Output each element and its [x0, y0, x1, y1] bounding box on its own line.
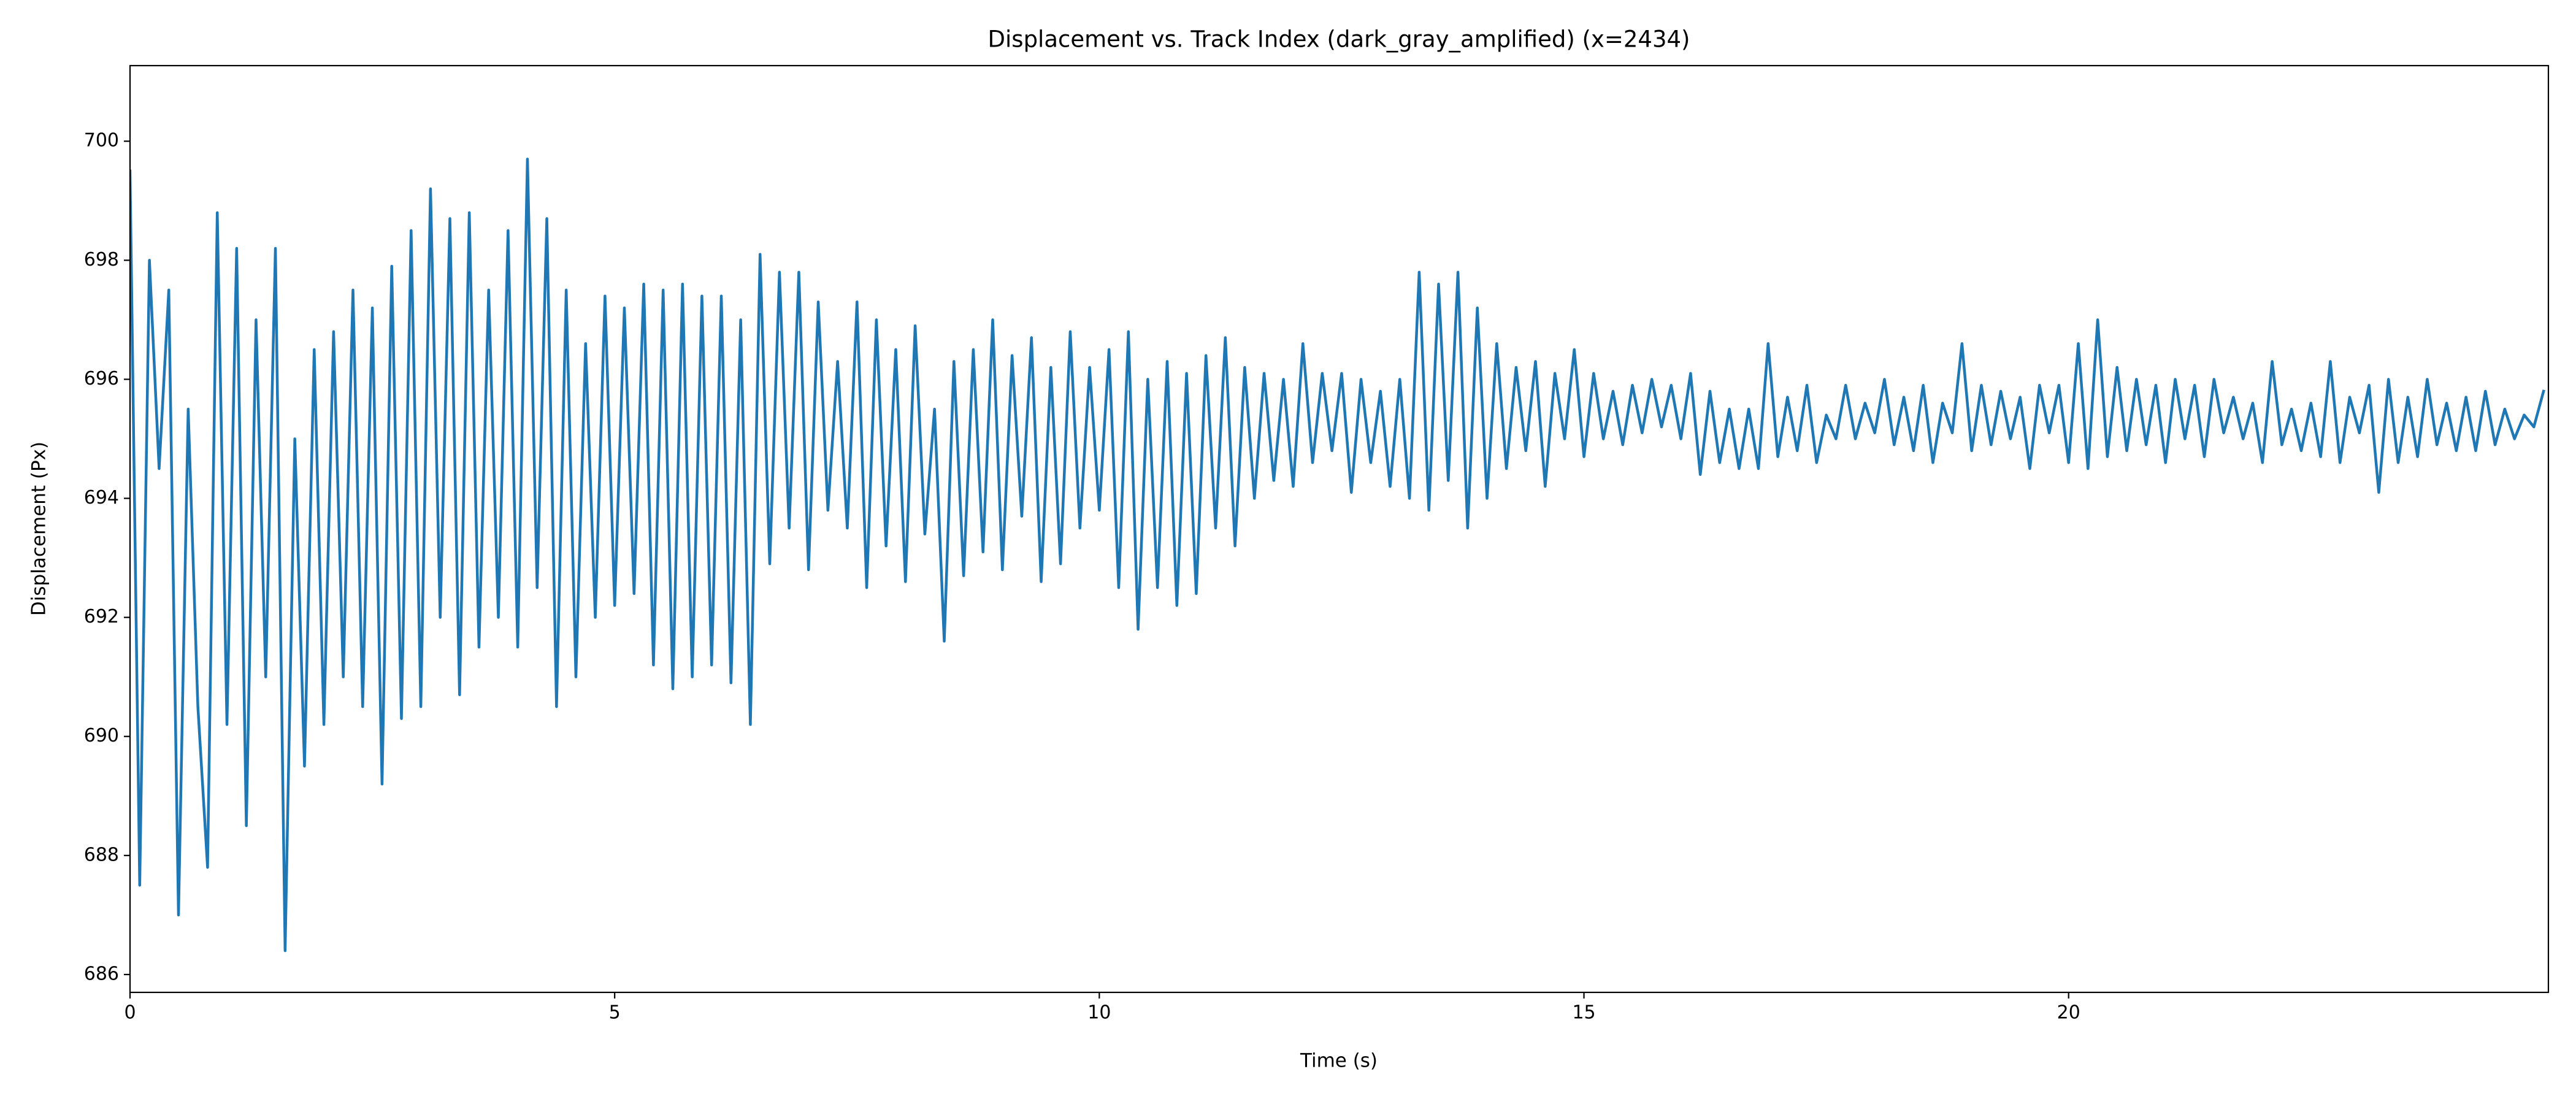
x-tick-label: 20: [2057, 1002, 2080, 1024]
y-tick-label: 698: [84, 249, 119, 270]
y-tick-label: 694: [84, 487, 119, 508]
x-axis-label: Time (s): [1300, 1050, 1378, 1072]
y-tick-label: 688: [84, 844, 119, 865]
y-axis-label: Displacement (Px): [28, 442, 50, 616]
y-tick-label: 692: [84, 606, 119, 627]
y-tick-label: 690: [84, 725, 119, 746]
x-tick-label: 15: [1572, 1002, 1595, 1024]
x-tick-label: 10: [1087, 1002, 1111, 1024]
y-tick-label: 696: [84, 368, 119, 389]
chart-title: Displacement vs. Track Index (dark_gray_…: [988, 26, 1690, 53]
y-tick-label: 700: [84, 130, 119, 151]
plot-frame: [129, 64, 2550, 994]
x-tick-label: 5: [609, 1002, 621, 1024]
y-tick-label: 686: [84, 963, 119, 984]
x-tick-label: 0: [124, 1002, 136, 1024]
data-line: [130, 158, 2545, 953]
